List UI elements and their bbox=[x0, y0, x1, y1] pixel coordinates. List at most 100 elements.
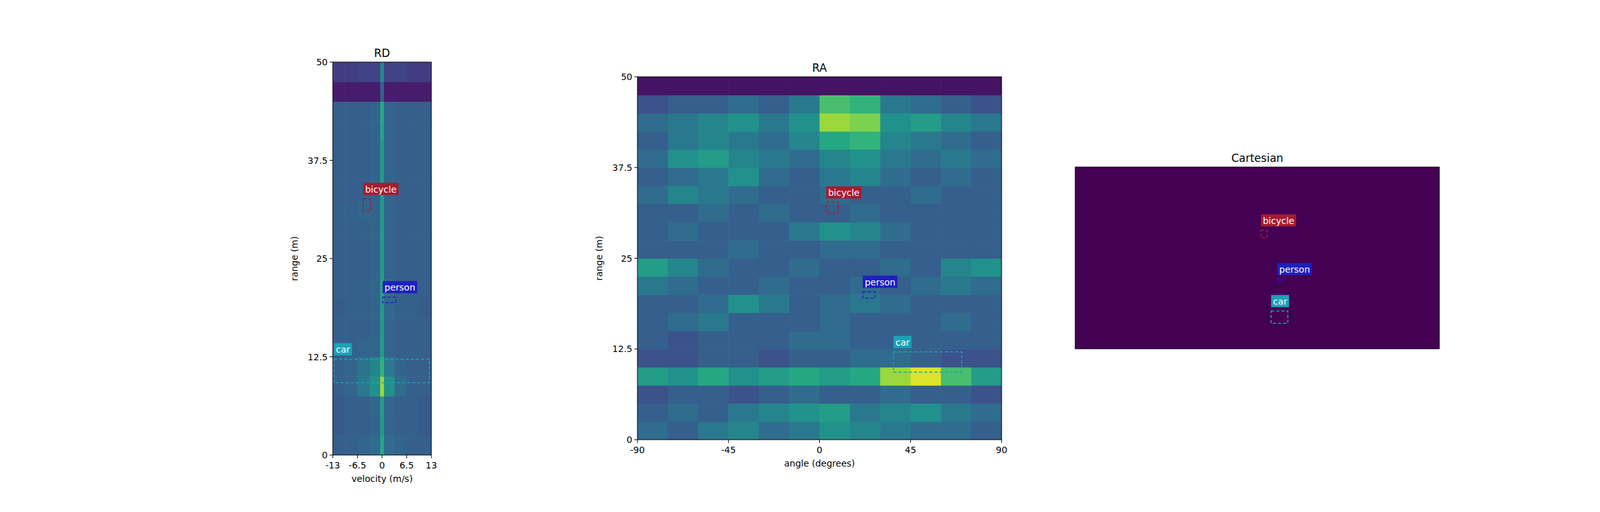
label-background bbox=[1277, 263, 1312, 276]
heat-cell bbox=[369, 396, 381, 416]
y-tick-label: 0 bbox=[321, 449, 328, 461]
heat-cell bbox=[880, 312, 911, 332]
heat-cell bbox=[637, 113, 669, 132]
label-text: person bbox=[1279, 264, 1311, 275]
heat-cell bbox=[759, 348, 790, 368]
heat-cell bbox=[332, 62, 346, 82]
heat-cell bbox=[789, 222, 820, 241]
label-background bbox=[382, 280, 418, 294]
heat-cell bbox=[380, 160, 385, 181]
heat-cell bbox=[637, 149, 669, 168]
heat-cell bbox=[910, 222, 942, 241]
heat-cell bbox=[910, 203, 942, 223]
heat-cell bbox=[637, 258, 669, 278]
panel: bicyclepersoncarRD-13-6.506.513012.52537… bbox=[289, 46, 438, 484]
heat-cell bbox=[407, 160, 420, 181]
heat-cell bbox=[819, 276, 851, 296]
heat-cell bbox=[849, 367, 881, 386]
x-tick bbox=[431, 455, 432, 459]
heat-cell bbox=[344, 376, 358, 397]
heat-cell bbox=[910, 167, 942, 187]
label-text: car bbox=[1272, 296, 1288, 307]
heat-cell bbox=[637, 385, 669, 404]
heat-cell bbox=[380, 101, 385, 121]
heat-cell bbox=[759, 185, 790, 205]
y-tick bbox=[634, 167, 638, 168]
heat-cell bbox=[940, 167, 972, 187]
heat-cell bbox=[384, 317, 395, 338]
x-tick bbox=[332, 455, 334, 459]
heat-cell bbox=[369, 357, 381, 377]
heat-cell bbox=[394, 258, 408, 279]
heat-cell bbox=[698, 113, 729, 132]
heat-cell bbox=[357, 258, 371, 279]
heat-cell bbox=[357, 219, 371, 240]
heat-cell bbox=[698, 421, 729, 440]
y-tick-label: 0 bbox=[626, 434, 633, 445]
heat-cell bbox=[849, 131, 881, 150]
heat-cell bbox=[849, 113, 881, 132]
heat-cell bbox=[344, 238, 358, 259]
heat-cell bbox=[357, 238, 371, 259]
box-label: person bbox=[1277, 263, 1312, 276]
heat-cell bbox=[698, 222, 729, 241]
heat-cell bbox=[344, 120, 358, 141]
heat-cell bbox=[789, 94, 820, 114]
heat-cell bbox=[394, 101, 408, 121]
label-background bbox=[1271, 295, 1289, 308]
heat-cell bbox=[637, 421, 669, 440]
heat-cell bbox=[344, 199, 358, 220]
y-tick-label: 37.5 bbox=[612, 162, 633, 173]
heat-cell bbox=[849, 222, 881, 241]
heat-cell bbox=[667, 185, 699, 205]
heat-cell bbox=[667, 385, 699, 404]
heat-cell bbox=[789, 240, 820, 259]
x-tick-label: 0 bbox=[379, 460, 386, 471]
heat-cell bbox=[940, 94, 972, 114]
heat-cell bbox=[369, 337, 381, 358]
heat-cell bbox=[910, 240, 942, 259]
heat-cell bbox=[344, 62, 358, 82]
heat-cell bbox=[380, 337, 385, 358]
heat-cell bbox=[880, 131, 911, 150]
heat-cell bbox=[344, 416, 358, 436]
heat-cell bbox=[940, 385, 972, 404]
heat-cell bbox=[728, 113, 760, 132]
y-tick bbox=[329, 160, 333, 161]
heat-cell bbox=[759, 294, 790, 313]
heat-cell bbox=[728, 222, 760, 241]
heat-cell bbox=[667, 367, 699, 386]
heat-cell bbox=[637, 294, 669, 313]
detection-box bbox=[1271, 311, 1288, 324]
heat-cell bbox=[332, 140, 346, 161]
heat-cell bbox=[728, 276, 760, 296]
heat-cell bbox=[394, 120, 408, 141]
heat-cell bbox=[940, 203, 972, 223]
heat-cell bbox=[789, 385, 820, 404]
label-text: car bbox=[895, 337, 910, 348]
heat-cell bbox=[384, 376, 395, 397]
heat-cell bbox=[419, 258, 432, 279]
x-tick-label: 0 bbox=[816, 444, 823, 456]
heat-cell bbox=[971, 421, 1002, 440]
heat-cell bbox=[698, 185, 729, 205]
heat-cell bbox=[369, 101, 381, 121]
heat-cell bbox=[344, 317, 358, 338]
heat-cell bbox=[407, 317, 420, 338]
heat-cell bbox=[849, 94, 881, 114]
heat-cell bbox=[849, 312, 881, 332]
heat-cell bbox=[357, 101, 371, 121]
heat-cell bbox=[407, 238, 420, 259]
heat-cell bbox=[332, 416, 346, 436]
heat-cell bbox=[759, 167, 790, 187]
box-label: person bbox=[382, 280, 418, 294]
heat-cell bbox=[384, 337, 395, 358]
heat-cell bbox=[667, 222, 699, 241]
heat-cell bbox=[667, 348, 699, 368]
x-tick bbox=[406, 455, 408, 459]
y-tick-label: 12.5 bbox=[307, 352, 328, 363]
heat-cell bbox=[698, 240, 729, 259]
heat-cell bbox=[667, 76, 699, 96]
heat-cell bbox=[940, 149, 972, 168]
heat-cell bbox=[971, 348, 1002, 368]
